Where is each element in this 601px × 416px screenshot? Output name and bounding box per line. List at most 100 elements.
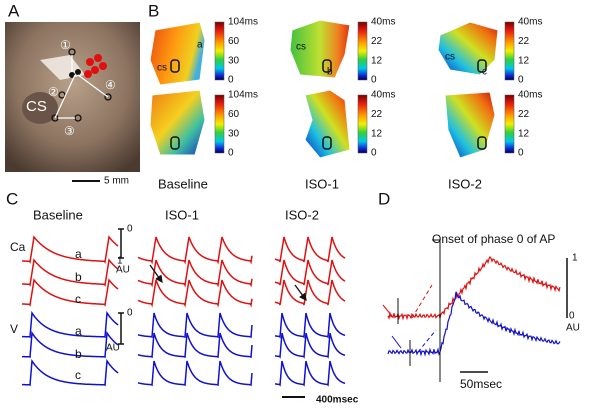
colorbar-label: 0 bbox=[371, 148, 377, 159]
v-trace bbox=[22, 310, 119, 339]
scale-label: 5 mm bbox=[104, 176, 129, 187]
map-annotation: cs bbox=[296, 42, 306, 53]
maps: 104ms 60 30 0 a cs 104ms 60 30 0 Baseline 40ms 22 12 0… bbox=[149, 17, 542, 191]
map-title: ISO-2 bbox=[448, 176, 482, 191]
trace-label: c bbox=[75, 368, 81, 382]
arrow bbox=[149, 264, 163, 284]
amp-label: 1 bbox=[117, 256, 123, 267]
colorbar-label: 12 bbox=[518, 55, 530, 66]
colorbar-label: 0 bbox=[518, 148, 524, 159]
trace-label: c bbox=[75, 292, 81, 306]
activation-map bbox=[437, 21, 499, 76]
stim-arrow bbox=[382, 304, 393, 317]
site-label: ② bbox=[48, 85, 59, 99]
amp-label: AU bbox=[116, 265, 130, 276]
colorbar-label: 104ms bbox=[228, 17, 258, 28]
colorbar-label: 0 bbox=[228, 75, 234, 86]
v-trace bbox=[22, 330, 119, 359]
map-annotation: cs bbox=[157, 63, 167, 74]
ca-trace bbox=[137, 279, 253, 308]
amp-label: 0 bbox=[127, 308, 133, 319]
map-title: ISO-1 bbox=[305, 176, 339, 191]
colorbar-label: 12 bbox=[371, 128, 383, 139]
row-label: V bbox=[10, 322, 18, 336]
time-label: 50msec bbox=[460, 377, 502, 391]
region-outline bbox=[322, 136, 332, 150]
region-outline bbox=[322, 59, 332, 73]
cs-region bbox=[22, 92, 58, 124]
colorbar-label: 40ms bbox=[518, 90, 542, 101]
time-label: 400msec bbox=[316, 395, 359, 406]
slope bbox=[411, 284, 433, 319]
ca-trace bbox=[387, 255, 561, 321]
amp-bar bbox=[118, 312, 124, 345]
trace-label: a bbox=[75, 247, 82, 261]
trace-label: b bbox=[75, 347, 82, 361]
map-title: Baseline bbox=[158, 176, 208, 191]
colorbar bbox=[357, 94, 368, 154]
panel-label: A bbox=[8, 1, 20, 20]
ca-trace bbox=[137, 236, 253, 265]
v-trace bbox=[274, 312, 346, 339]
site-label: ③ bbox=[64, 124, 75, 138]
colorbar bbox=[357, 21, 368, 81]
colorbar-label: 60 bbox=[228, 109, 240, 120]
colorbar-label: 22 bbox=[518, 36, 530, 47]
column-title: Baseline bbox=[33, 207, 83, 222]
ca-trace bbox=[137, 259, 253, 288]
v-trace bbox=[137, 332, 253, 359]
ca-trace bbox=[274, 236, 346, 263]
panel-label: B bbox=[148, 1, 159, 20]
activation-map bbox=[149, 21, 206, 86]
v-trace bbox=[274, 332, 346, 359]
column-title: ISO-1 bbox=[165, 207, 199, 222]
colorbar-label: 12 bbox=[518, 128, 530, 139]
site-label: ① bbox=[60, 38, 71, 52]
colorbar-label: 0 bbox=[228, 148, 234, 159]
colorbar bbox=[214, 94, 225, 154]
v-trace bbox=[387, 291, 561, 357]
colorbar-label: 30 bbox=[228, 128, 240, 139]
region-outline bbox=[477, 59, 487, 73]
colorbar-label: 30 bbox=[228, 55, 240, 66]
colorbar bbox=[504, 21, 515, 81]
colorbar-label: 60 bbox=[228, 36, 240, 47]
panel-label: C bbox=[6, 189, 18, 208]
colorbar-label: 40ms bbox=[371, 17, 395, 28]
amp-label: 0 bbox=[127, 224, 133, 235]
activation-map bbox=[149, 89, 206, 156]
colorbar-label: 40ms bbox=[371, 90, 395, 101]
column-title: ISO-2 bbox=[285, 207, 319, 222]
row-label: Ca bbox=[10, 240, 26, 254]
activation-map bbox=[289, 19, 351, 79]
region-label: CS bbox=[26, 98, 47, 115]
sites bbox=[69, 69, 81, 78]
colorbar-label: 104ms bbox=[228, 90, 258, 101]
site-label: ④ bbox=[105, 78, 116, 92]
v-trace bbox=[137, 312, 253, 339]
colorbar-label: 22 bbox=[371, 109, 383, 120]
v-trace bbox=[274, 360, 346, 387]
v-trace bbox=[22, 358, 119, 387]
colorbar-label: 22 bbox=[371, 36, 383, 47]
site-lines bbox=[54, 55, 109, 119]
stim-arrow bbox=[391, 335, 402, 349]
map-annotation: cs bbox=[445, 52, 455, 63]
colorbar-label: 22 bbox=[518, 109, 530, 120]
colorbar-label: 40ms bbox=[518, 17, 542, 28]
colorbar-label: 0 bbox=[518, 75, 524, 86]
activation-map bbox=[304, 89, 351, 159]
panel-label: D bbox=[378, 189, 390, 208]
activation-map bbox=[444, 91, 496, 159]
amp-label: 1 bbox=[572, 253, 578, 264]
annotation: Onset of phase 0 of AP bbox=[432, 232, 555, 246]
ca-trace bbox=[21, 278, 119, 307]
amp-label: 0 bbox=[569, 311, 575, 322]
panel-d bbox=[382, 239, 561, 382]
trace-label: b bbox=[75, 270, 82, 284]
slope bbox=[417, 329, 437, 353]
map-annotation: a bbox=[197, 40, 203, 51]
region-outline bbox=[170, 136, 180, 150]
colorbar bbox=[504, 94, 515, 154]
